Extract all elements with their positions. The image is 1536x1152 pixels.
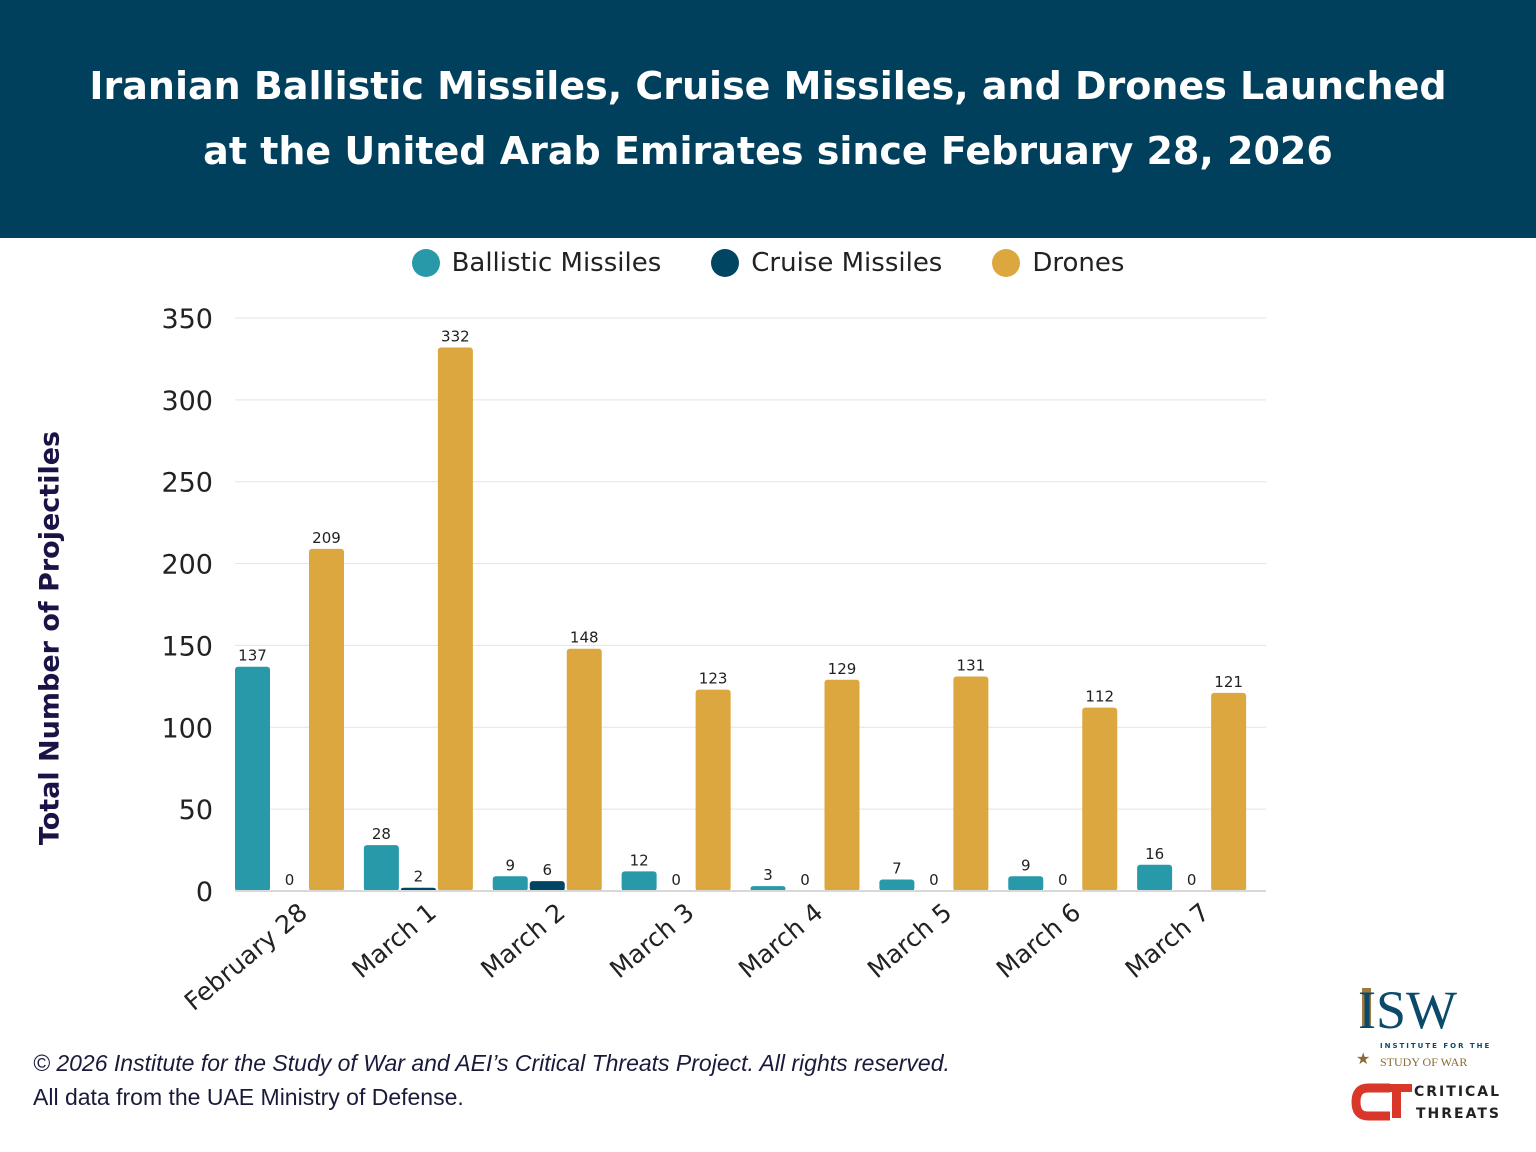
data-label: 129	[828, 660, 857, 678]
legend: Ballistic Missiles Cruise Missiles Drone…	[0, 248, 1536, 278]
y-tick-label: 350	[161, 304, 213, 335]
bar-ballistic-missiles	[492, 876, 528, 891]
chart-header: Iranian Ballistic Missiles, Cruise Missi…	[0, 0, 1536, 238]
legend-label: Drones	[1032, 248, 1125, 278]
chart-title-line-2: at the United Arab Emirates since Februa…	[203, 129, 1333, 173]
data-label: 148	[570, 629, 599, 647]
y-tick-label: 150	[161, 631, 213, 662]
data-label: 0	[1058, 871, 1068, 889]
data-label: 0	[671, 871, 681, 889]
isw-subtitle-2: STUDY OF WAR	[1380, 1055, 1467, 1069]
bar-ballistic-missiles	[879, 879, 915, 891]
x-tick-label: March 6	[991, 897, 1086, 984]
y-tick-label: 300	[161, 386, 213, 417]
ct-logo-mark	[1392, 1084, 1401, 1118]
data-label: 2	[414, 868, 424, 886]
data-label: 0	[929, 871, 939, 889]
ct-text-1: CRITICAL	[1414, 1084, 1501, 1100]
bar-drones	[437, 347, 473, 891]
star-icon: ★	[1356, 1049, 1370, 1068]
isw-logo: ISW ★ INSTITUTE FOR THE STUDY OF WAR	[1356, 980, 1491, 1069]
source-text: All data from the UAE Ministry of Defens…	[33, 1084, 464, 1110]
chart-title-line-1: Iranian Ballistic Missiles, Cruise Missi…	[89, 64, 1447, 108]
x-tick-label: March 4	[733, 897, 828, 984]
legend-item-cruise: Cruise Missiles	[711, 248, 942, 278]
data-label: 9	[505, 856, 515, 874]
x-tick-label: February 28	[179, 897, 313, 1016]
ct-logo-mark	[1351, 1083, 1390, 1121]
data-label: 28	[372, 825, 391, 843]
data-label: 0	[1187, 871, 1197, 889]
logos: ISW ★ INSTITUTE FOR THE STUDY OF WAR CRI…	[1351, 980, 1501, 1122]
bar-ballistic-missiles	[621, 871, 657, 891]
data-label: 123	[699, 670, 728, 688]
data-label: 6	[542, 861, 552, 879]
bar-drones	[695, 689, 731, 891]
legend-swatch	[992, 249, 1021, 277]
data-label: 3	[763, 866, 773, 884]
x-tick-label: March 1	[346, 897, 441, 984]
bar-ballistic-missiles	[235, 666, 270, 891]
bar-ballistic-missiles	[1008, 876, 1044, 891]
bar-ballistic-missiles	[1137, 864, 1173, 891]
x-tick-label: March 7	[1120, 897, 1215, 984]
y-tick-label: 50	[179, 795, 213, 826]
y-tick-label: 0	[196, 877, 213, 908]
data-label: 209	[312, 529, 341, 547]
y-tick-label: 250	[161, 468, 213, 499]
ct-text-2: THREATS	[1416, 1106, 1501, 1122]
legend-item-ballistic: Ballistic Missiles	[411, 248, 662, 278]
data-label: 9	[1021, 856, 1031, 874]
copyright-text: © 2026 Institute for the Study of War an…	[33, 1050, 950, 1076]
bar-drones	[309, 548, 344, 891]
x-tick-label: March 3	[604, 897, 699, 984]
x-tick-label: March 2	[475, 897, 570, 984]
bar-drones	[1082, 707, 1118, 891]
bar-drones	[824, 679, 860, 891]
legend-swatch	[411, 249, 440, 277]
data-label: 12	[630, 851, 649, 869]
bar-cruise-missiles	[529, 881, 565, 891]
y-tick-label: 200	[161, 550, 213, 581]
bar-ballistic-missiles	[750, 886, 786, 891]
data-label: 7	[892, 860, 902, 878]
data-label: 0	[800, 871, 810, 889]
data-label: 137	[238, 647, 267, 665]
bar-drones	[953, 676, 989, 891]
bar-drones	[566, 648, 602, 891]
legend-swatch	[711, 249, 740, 277]
data-label: 0	[285, 871, 295, 889]
y-tick-label: 100	[161, 713, 213, 744]
data-label: 131	[957, 657, 986, 675]
data-label: 121	[1214, 673, 1243, 691]
bar-drones	[1211, 692, 1247, 891]
x-tick-label: March 5	[862, 897, 957, 984]
data-label: 332	[441, 327, 470, 345]
isw-subtitle-1: INSTITUTE FOR THE	[1380, 1042, 1491, 1050]
isw-logo-bar	[1362, 988, 1371, 1028]
legend-label: Cruise Missiles	[751, 248, 943, 278]
isw-logo-text: ISW	[1358, 980, 1457, 1040]
bar-ballistic-missiles	[363, 845, 399, 891]
data-label: 16	[1145, 845, 1164, 863]
legend-label: Ballistic Missiles	[451, 248, 662, 278]
y-axis-label: Total Number of Projectiles	[34, 430, 66, 846]
data-label: 112	[1085, 688, 1114, 706]
critical-threats-logo: CRITICAL THREATS	[1351, 1083, 1501, 1122]
legend-item-drones: Drones	[992, 248, 1124, 278]
